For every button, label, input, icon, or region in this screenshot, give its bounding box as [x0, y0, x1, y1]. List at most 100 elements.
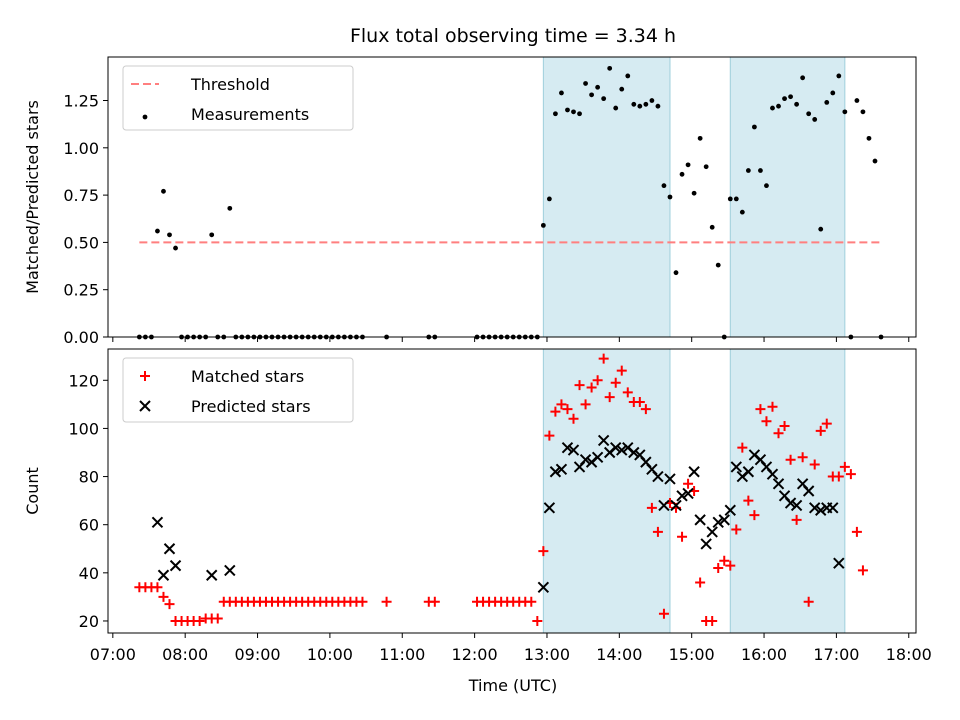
- measurement-point: [613, 105, 619, 111]
- predicted-star-point: [549, 466, 562, 478]
- matched-star-point: [598, 353, 609, 364]
- predicted-star-point: [742, 466, 755, 478]
- predicted-star-point: [790, 499, 803, 512]
- predicted-star-point: [658, 499, 670, 512]
- predicted-star-point: [706, 526, 718, 538]
- y-tick-label: 20: [79, 612, 99, 631]
- predicted-star-point: [827, 502, 839, 514]
- measurement-point: [173, 245, 178, 251]
- matched-star-point: [592, 375, 603, 386]
- matched-star-point: [767, 401, 778, 412]
- predicted-star-point: [808, 502, 821, 514]
- matched-star-point: [815, 425, 826, 436]
- measurement-point: [812, 117, 818, 122]
- measurement-point: [715, 262, 721, 268]
- x-axis-label: Time (UTC): [468, 676, 557, 695]
- matched-star-point: [737, 442, 748, 453]
- predicted-star-point: [652, 470, 664, 483]
- matched-star-point: [646, 502, 657, 513]
- top-panel: 0.00 0.25 0.50 0.75 1.00 1.25 Matched/Predict…: [23, 56, 917, 347]
- matched-star-point: [839, 461, 850, 472]
- matched-star-point: [429, 596, 440, 607]
- measurement-point: [866, 135, 872, 141]
- x-tick-label: 10:00: [307, 645, 353, 664]
- measurement-point: [854, 98, 860, 103]
- matched-star-point: [761, 416, 772, 427]
- predicted-star-point: [718, 514, 730, 526]
- measurement-point: [601, 96, 607, 102]
- predicted-star-point: [682, 487, 694, 500]
- measurement-point: [745, 168, 751, 173]
- bottom-legend: Matched stars Predicted stars: [122, 357, 354, 423]
- measurement-point: [776, 103, 781, 109]
- predicted-star-point: [616, 444, 628, 456]
- measurement-point: [685, 162, 691, 168]
- y-tick-label: 0.50: [63, 233, 99, 252]
- shaded-interval: [729, 56, 846, 338]
- matched-star-point: [610, 377, 621, 388]
- x-tick-label: 14:00: [596, 645, 642, 664]
- matched-star-point: [574, 380, 585, 391]
- matched-star-point: [821, 418, 832, 429]
- chart-title: Flux total observing time = 3.34 h: [350, 25, 676, 47]
- top-y-axis-label: Matched/Predicted stars: [23, 100, 42, 294]
- matched-star-point: [556, 399, 567, 410]
- x-tick-label: 08:00: [162, 645, 208, 664]
- measurement-point: [667, 194, 673, 200]
- measurement-point: [739, 209, 745, 215]
- x-tick-label: 13:00: [524, 645, 570, 664]
- measurement-point: [571, 109, 576, 115]
- matched-star-point: [212, 613, 223, 624]
- measurement-point: [546, 196, 552, 202]
- measurement-point: [553, 111, 558, 117]
- matched-star-point: [803, 596, 814, 607]
- measurement-point: [782, 96, 787, 102]
- matched-star-point: [731, 524, 742, 535]
- y-tick-label: 120: [68, 371, 99, 390]
- predicted-star-point: [628, 446, 640, 459]
- matched-star-point: [568, 413, 579, 424]
- matched-star-point: [713, 563, 724, 574]
- measurement-point: [818, 226, 824, 232]
- legend-label: Predicted stars: [191, 397, 311, 416]
- y-tick-label: 0.75: [63, 186, 99, 205]
- matched-star-point: [538, 546, 549, 557]
- predicted-star-point: [700, 538, 712, 550]
- predicted-star-point: [670, 499, 682, 512]
- y-tick-label: 40: [79, 564, 99, 583]
- measurement-point: [643, 101, 649, 107]
- measurement-point: [752, 124, 757, 130]
- legend-box: [122, 357, 354, 423]
- measurement-point: [733, 196, 739, 202]
- bottom-panel: 20 40 60 80 100 120 07:00 08:00 09:00 10:00 11:00…: [23, 348, 932, 664]
- predicted-star-point: [537, 581, 550, 593]
- y-tick-label: 1.00: [63, 139, 99, 158]
- predicted-star-point: [815, 504, 827, 516]
- measurement-point: [764, 183, 769, 189]
- matched-star-point: [640, 404, 651, 415]
- y-tick-label: 1.25: [63, 92, 99, 111]
- matched-star-point: [719, 555, 730, 566]
- predicted-star-point: [784, 497, 797, 509]
- measurement-point: [540, 222, 546, 228]
- matched-star-point: [164, 599, 175, 610]
- matched-star-point: [695, 577, 706, 588]
- matched-star-point: [743, 495, 754, 506]
- measurement-point: [691, 190, 697, 196]
- predicted-star-point: [688, 466, 700, 478]
- measurement-point: [619, 86, 625, 92]
- matched-star-point: [725, 560, 736, 571]
- matched-star-point: [622, 387, 633, 398]
- matched-star-point: [544, 430, 555, 441]
- matched-star-point: [833, 471, 844, 482]
- predicted-star-point: [766, 468, 779, 480]
- measurement-point: [589, 92, 594, 98]
- predicted-star-point: [833, 557, 845, 569]
- matched-star-point: [604, 392, 615, 403]
- bottom-plot-frame: [107, 348, 917, 634]
- predicted-star-point: [724, 504, 736, 516]
- legend-box: [122, 65, 354, 131]
- measurement-point: [607, 65, 613, 71]
- measurement-point: [631, 101, 637, 107]
